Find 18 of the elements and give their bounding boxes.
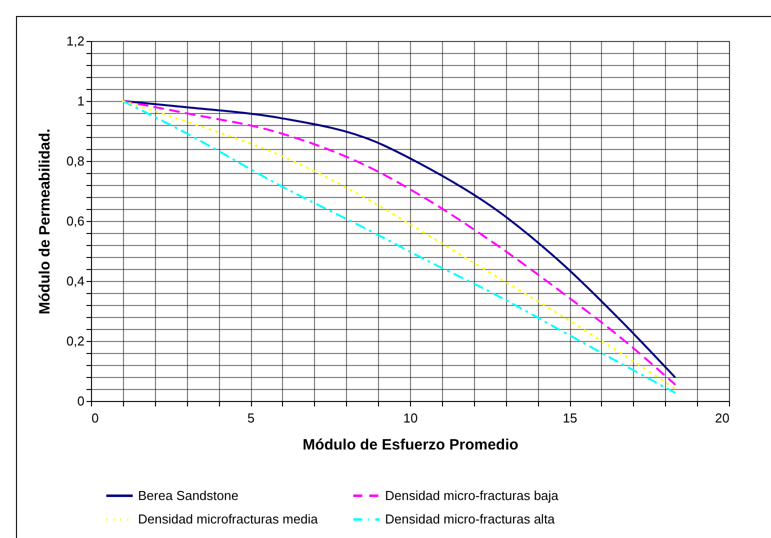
legend-label: Densidad micro-fracturas alta	[385, 512, 556, 526]
y-axis-title: Módulo de Permeabilidad.	[36, 128, 54, 314]
y-tick-label: 0,2	[66, 334, 84, 348]
legend-label: Berea Sandstone	[138, 488, 238, 503]
x-tick-label: 20	[715, 410, 730, 426]
y-tick-label: 0,4	[66, 274, 84, 288]
x-tick-label: 5	[247, 410, 255, 426]
y-tick-label: 0	[77, 394, 84, 408]
x-tick-label: 15	[562, 410, 578, 426]
y-tick-label: 1,2	[66, 34, 84, 48]
legend-label: Densidad micro-fracturas baja	[385, 488, 560, 503]
y-tick-label: 1	[77, 94, 84, 108]
y-tick-label: 0,6	[66, 214, 84, 228]
x-axis-title: Módulo de Esfuerzo Promedio	[302, 436, 518, 454]
x-tick-label: 0	[92, 410, 99, 426]
x-tick-label: 10	[403, 410, 418, 426]
y-tick-label: 0,8	[66, 154, 84, 168]
legend-label: Densidad microfracturas media	[138, 512, 319, 526]
